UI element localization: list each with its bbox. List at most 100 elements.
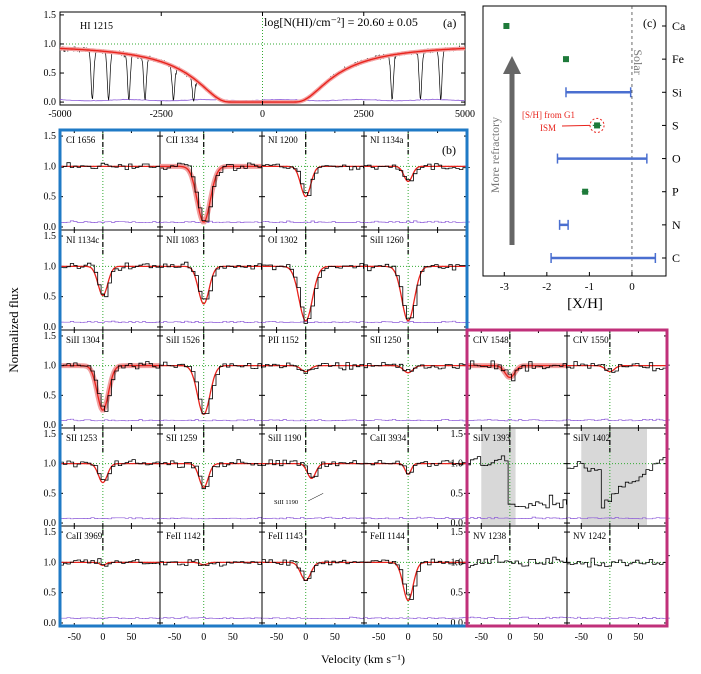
error-spectrum [467,516,570,520]
panel-b-ytick-label: 0.0 [44,420,57,431]
model-profile [262,561,364,582]
error-spectrum [467,419,570,422]
panel-b-ytick-label: 0.0 [44,222,57,233]
model-profile [160,265,262,305]
panel-b-xtick-label: 50 [228,632,238,643]
panel-b-ytick-label: 1.0 [44,361,57,372]
data-spectrum [467,455,570,509]
panel-b-ytick-label: 0.5 [44,192,57,203]
transition-panel: SII 1259 [159,427,265,527]
panel-a-gridlines [60,12,465,105]
refractory-arrow-head [503,56,521,74]
transition-label: NI 1134c [66,235,99,245]
data-spectrum [364,460,470,475]
transition-panel: CIV 1548 [466,329,570,429]
transition-label: CaII 3934 [370,433,407,443]
error-spectrum [262,516,367,520]
panel-b-xtick-label: 0 [201,632,206,643]
transition-label: SII 1253 [66,433,98,443]
data-spectrum [60,459,163,481]
panel-a-label: (a) [443,16,456,30]
error-spectrum [262,616,367,620]
data-spectrum [467,555,570,568]
transition-subpanels: CI 1656 0.0 0.5 1.0 1.5 CII 1334 NI 1200 NI 113… [44,129,670,643]
panel-b-xlabel: Velocity (km s⁻¹) [321,652,405,666]
data-spectrum [262,559,367,581]
transition-panel: CaII 3934 [363,427,470,527]
data-spectrum [160,162,265,222]
transition-label: SiII 1260 [370,235,404,245]
y-axis-label: Normalized flux [6,287,21,373]
transition-panel: SiII 1260 [363,229,470,331]
panel-b-xtick-label: -50 [270,632,283,643]
element-label: Si [672,85,683,99]
panel-b-ytick-label: 0.5 [451,588,464,599]
transition-panel: SiII 1304 0.0 0.5 1.0 1.5 [44,329,163,431]
panel-b-xtick-label: 0 [406,632,411,643]
panel-b-ytick-label: 1.0 [451,557,464,568]
transition-frame [261,129,365,231]
element-label: Fe [672,52,684,66]
panel-c-xtick-label: 0 [629,281,635,293]
transition-label: SiII 1190 [268,433,302,443]
error-spectrum [364,418,470,422]
panel-b-ytick-label: 1.0 [44,557,57,568]
data-spectrum [364,558,470,600]
transition-label: CII 1334 [166,135,199,145]
panel-b-ytick-label: 1.5 [44,429,57,440]
panel-a-column-density: log[N(HI)/cm⁻²] = 20.60 ± 0.05 [264,15,418,29]
transition-label: PII 1152 [268,335,299,345]
transition-frame [363,427,468,527]
transition-panel: NV 1238 0.0 0.5 1.0 1.5 -50 0 50 [451,525,570,643]
error-spectrum [160,320,265,324]
error-spectrum [262,220,367,224]
metal-lines-panel: CI 1656 0.0 0.5 1.0 1.5 CII 1334 NI 1200 NI 113… [6,128,670,666]
error-spectrum [467,616,570,620]
element-label: Ca [672,19,686,33]
error-spectrum [160,220,265,224]
blend-shade-region [581,429,647,525]
panel-b-ytick-label: 1.5 [44,527,57,538]
transition-panel: CIV 1550 [566,329,670,429]
high-ion-frame [465,328,669,628]
panel-b-ytick-label: 0.0 [44,518,57,529]
data-spectrum [60,262,163,298]
transition-label: SiIV 1393 [473,433,511,443]
error-spectrum [160,418,265,422]
transition-label: SiIV 1402 [573,433,610,443]
transition-panel: CaII 3969 0.0 0.5 1.0 1.5 -50 0 50 [44,525,163,643]
abundance-panel: Ca Fe Si S O P N C -3 -2 -1 0 (c) [X/H] Solar More … [482,5,686,312]
panel-b-xtick-label: 0 [303,632,308,643]
model-profile [364,561,467,601]
data-spectrum [160,361,265,415]
panel-b-ytick-label: 0.5 [451,488,464,499]
element-label: S [672,118,679,132]
abundance-point [562,56,569,63]
error-spectrum [262,320,367,324]
data-spectrum [262,263,367,324]
model-profile [60,265,160,296]
transition-label: NI 1134a [370,135,403,145]
panel-a-ytick-label: 0.0 [44,97,57,108]
data-spectrum [262,163,367,196]
panel-a-ticks: -5000 -2500 0 2500 5000 0.0 0.5 1.0 1.5 [44,10,476,120]
transition-frame [59,229,161,331]
data-spectrum [160,559,265,567]
blend-pointer [307,493,324,502]
panel-b-xtick-label: 50 [126,632,136,643]
error-spectrum [160,616,265,620]
model-profile [364,462,467,475]
transition-panel: SII 1253 0.0 0.5 1.0 1.5 [44,427,163,529]
error-spectrum [60,220,163,224]
abundance-point [594,122,601,129]
element-label: O [672,152,681,166]
transition-label: OI 1302 [268,235,298,245]
transition-label: NI 1200 [268,135,298,145]
panel-b-xtick-label: 50 [533,632,543,643]
transition-panel: OI 1302 [261,229,367,331]
error-spectrum [364,616,470,620]
transition-label: NV 1242 [573,531,606,541]
error-spectrum [262,419,367,422]
panel-b-ytick-label: 1.5 [44,131,57,142]
